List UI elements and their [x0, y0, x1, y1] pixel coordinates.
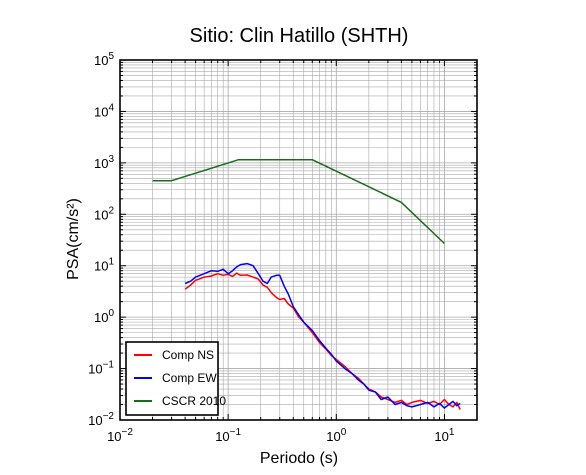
- y-tick-label: 101: [94, 257, 114, 274]
- legend-label: Comp NS: [162, 348, 214, 362]
- y-axis-label: PSA(cm/s²): [65, 198, 82, 280]
- y-tick-label: 100: [94, 308, 114, 325]
- y-tick-label: 104: [94, 102, 114, 119]
- plot-frame: [119, 59, 478, 421]
- legend-label: CSCR 2010: [162, 394, 226, 408]
- x-tick-label: 101: [434, 427, 454, 444]
- grid-lines: [119, 59, 478, 421]
- series-line-3: [152, 158, 445, 245]
- legend: Comp NS Comp EW CSCR 2010: [125, 341, 226, 416]
- x-tick-label: 10−2: [107, 427, 133, 444]
- y-tick-label: 10−1: [88, 360, 114, 377]
- x-tick-label: 100: [326, 427, 346, 444]
- y-tick-label: 10−2: [88, 411, 114, 428]
- series-line-2: [184, 262, 461, 409]
- x-tick-label: 10−1: [215, 427, 241, 444]
- y-tick-label: 102: [94, 205, 114, 222]
- x-axis-label: Periodo (s): [260, 450, 338, 467]
- axes: 10−2 10−1 100 101 10−2 10−1 100 101 102 103 104 105: [88, 51, 478, 444]
- legend-label: Comp EW: [162, 371, 217, 385]
- series-layer: [152, 158, 461, 410]
- y-tick-label: 105: [94, 51, 114, 68]
- chart-title: Sitio: Clin Hatillo (SHTH): [190, 25, 409, 47]
- series-line-1: [184, 272, 461, 410]
- y-tick-label: 103: [94, 154, 114, 171]
